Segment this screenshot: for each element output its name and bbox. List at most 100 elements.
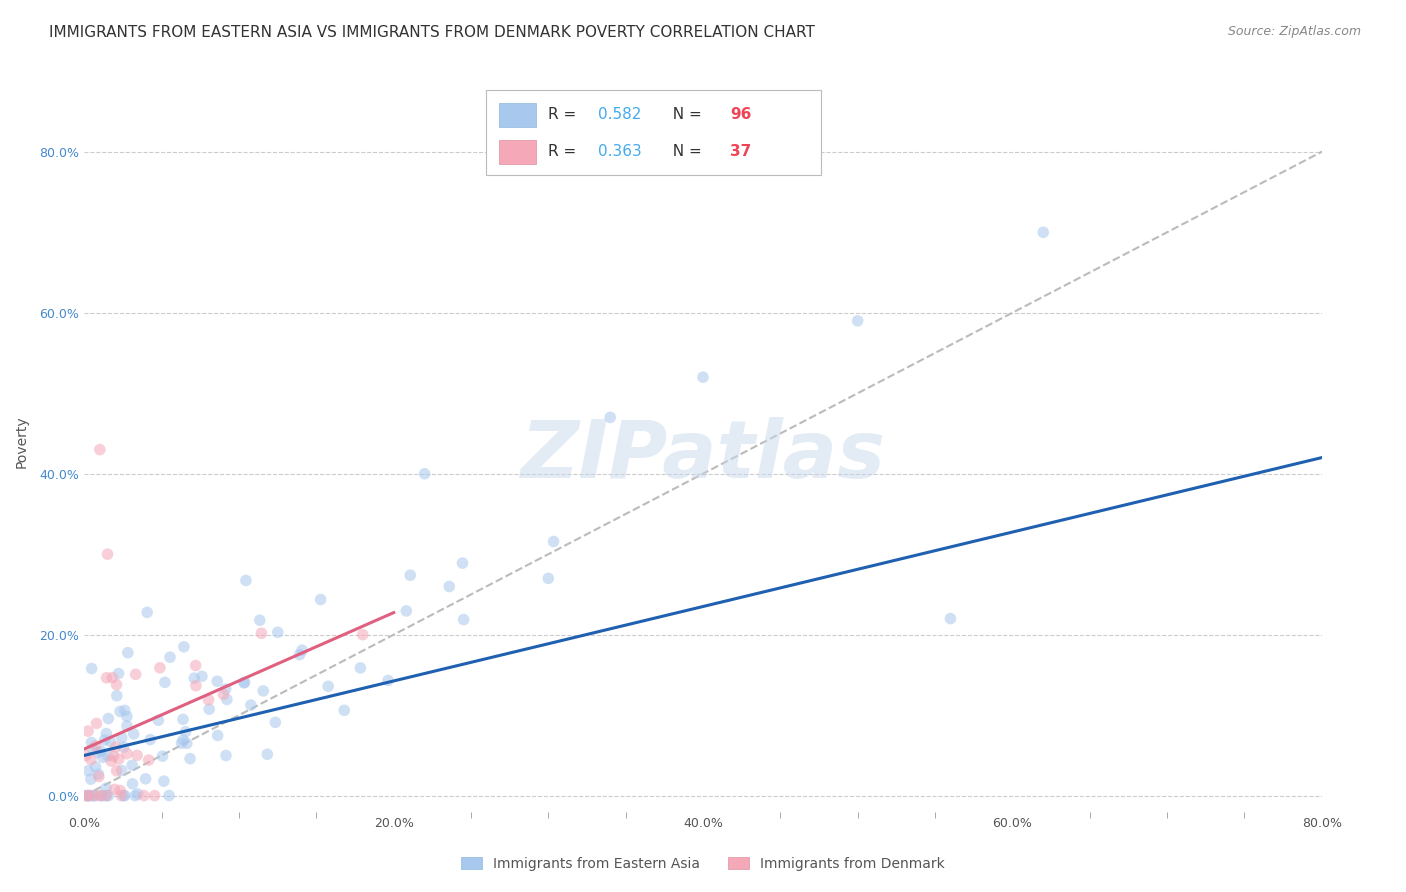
Point: [100, 754, 122, 768]
Point: [86, 745, 108, 759]
Point: [82, 789, 104, 803]
Point: [97, 749, 120, 764]
Legend: Immigrants from Eastern Asia, Immigrants from Denmark: Immigrants from Eastern Asia, Immigrants…: [456, 851, 950, 876]
Point: [112, 740, 135, 755]
Point: [105, 764, 128, 778]
Point: [159, 650, 181, 665]
Point: [96, 726, 118, 740]
Point: [184, 679, 207, 693]
Point: [76, 789, 98, 803]
Point: [114, 789, 136, 803]
Point: [212, 687, 235, 701]
Point: [124, 789, 146, 803]
Point: [148, 714, 170, 728]
Point: [264, 715, 287, 730]
Text: N =: N =: [664, 144, 707, 159]
Point: [174, 724, 197, 739]
Point: [115, 747, 138, 761]
Point: [94, 789, 117, 803]
Point: [235, 574, 257, 588]
Point: [939, 611, 962, 625]
Point: [97, 789, 120, 803]
Point: [87, 767, 110, 781]
Point: [172, 712, 194, 726]
Text: IMMIGRANTS FROM EASTERN ASIA VS IMMIGRANTS FROM DENMARK POVERTY CORRELATION CHAR: IMMIGRANTS FROM EASTERN ASIA VS IMMIGRAN…: [49, 25, 815, 40]
Point: [451, 556, 474, 570]
Point: [122, 727, 145, 741]
Point: [112, 789, 135, 803]
Point: [157, 789, 180, 803]
Point: [115, 719, 138, 733]
Point: [239, 698, 262, 712]
Point: [135, 772, 157, 786]
Point: [124, 667, 146, 681]
Point: [537, 571, 560, 585]
Point: [846, 314, 869, 328]
Point: [153, 774, 176, 789]
Point: [139, 732, 162, 747]
Text: 37: 37: [730, 144, 751, 159]
Point: [172, 733, 194, 747]
Point: [249, 613, 271, 627]
Text: 96: 96: [730, 107, 752, 122]
Point: [399, 568, 422, 582]
Point: [107, 666, 129, 681]
Point: [197, 692, 219, 706]
Point: [91, 789, 114, 803]
Point: [377, 673, 399, 688]
Point: [215, 692, 238, 706]
FancyBboxPatch shape: [486, 90, 821, 175]
Point: [101, 671, 124, 685]
Point: [82, 741, 104, 756]
Point: [288, 648, 311, 662]
Point: [76, 789, 98, 803]
Point: [77, 724, 100, 739]
Point: [250, 626, 273, 640]
Point: [89, 442, 111, 457]
Point: [111, 764, 134, 778]
Point: [138, 753, 160, 767]
Point: [86, 716, 108, 731]
Point: [98, 734, 121, 748]
Point: [115, 709, 138, 723]
Point: [104, 740, 127, 755]
Text: N =: N =: [664, 107, 707, 122]
Point: [207, 729, 229, 743]
Point: [96, 671, 118, 685]
Point: [349, 661, 371, 675]
Point: [252, 684, 274, 698]
Point: [198, 702, 221, 716]
Point: [173, 640, 195, 654]
Point: [256, 747, 278, 762]
Point: [121, 777, 143, 791]
Point: [75, 748, 97, 763]
Point: [117, 646, 139, 660]
FancyBboxPatch shape: [499, 103, 536, 127]
Point: [439, 580, 461, 594]
Point: [105, 689, 128, 703]
Point: [136, 606, 159, 620]
Point: [91, 750, 114, 764]
Point: [215, 681, 238, 696]
Point: [121, 758, 143, 772]
Point: [77, 764, 100, 778]
Point: [152, 749, 174, 764]
Point: [97, 712, 120, 726]
Point: [692, 370, 714, 384]
Text: ZIPatlas: ZIPatlas: [520, 417, 886, 495]
Text: R =: R =: [548, 144, 582, 159]
Point: [108, 705, 131, 719]
Point: [80, 772, 103, 787]
Point: [89, 789, 111, 803]
Point: [84, 760, 107, 774]
Point: [80, 735, 103, 749]
Text: Source: ZipAtlas.com: Source: ZipAtlas.com: [1227, 25, 1361, 38]
Point: [90, 789, 112, 803]
Point: [103, 748, 125, 763]
Point: [352, 628, 374, 642]
Point: [170, 736, 193, 750]
Point: [87, 770, 110, 784]
Text: 0.363: 0.363: [598, 144, 641, 159]
Point: [179, 752, 201, 766]
Point: [233, 675, 256, 690]
